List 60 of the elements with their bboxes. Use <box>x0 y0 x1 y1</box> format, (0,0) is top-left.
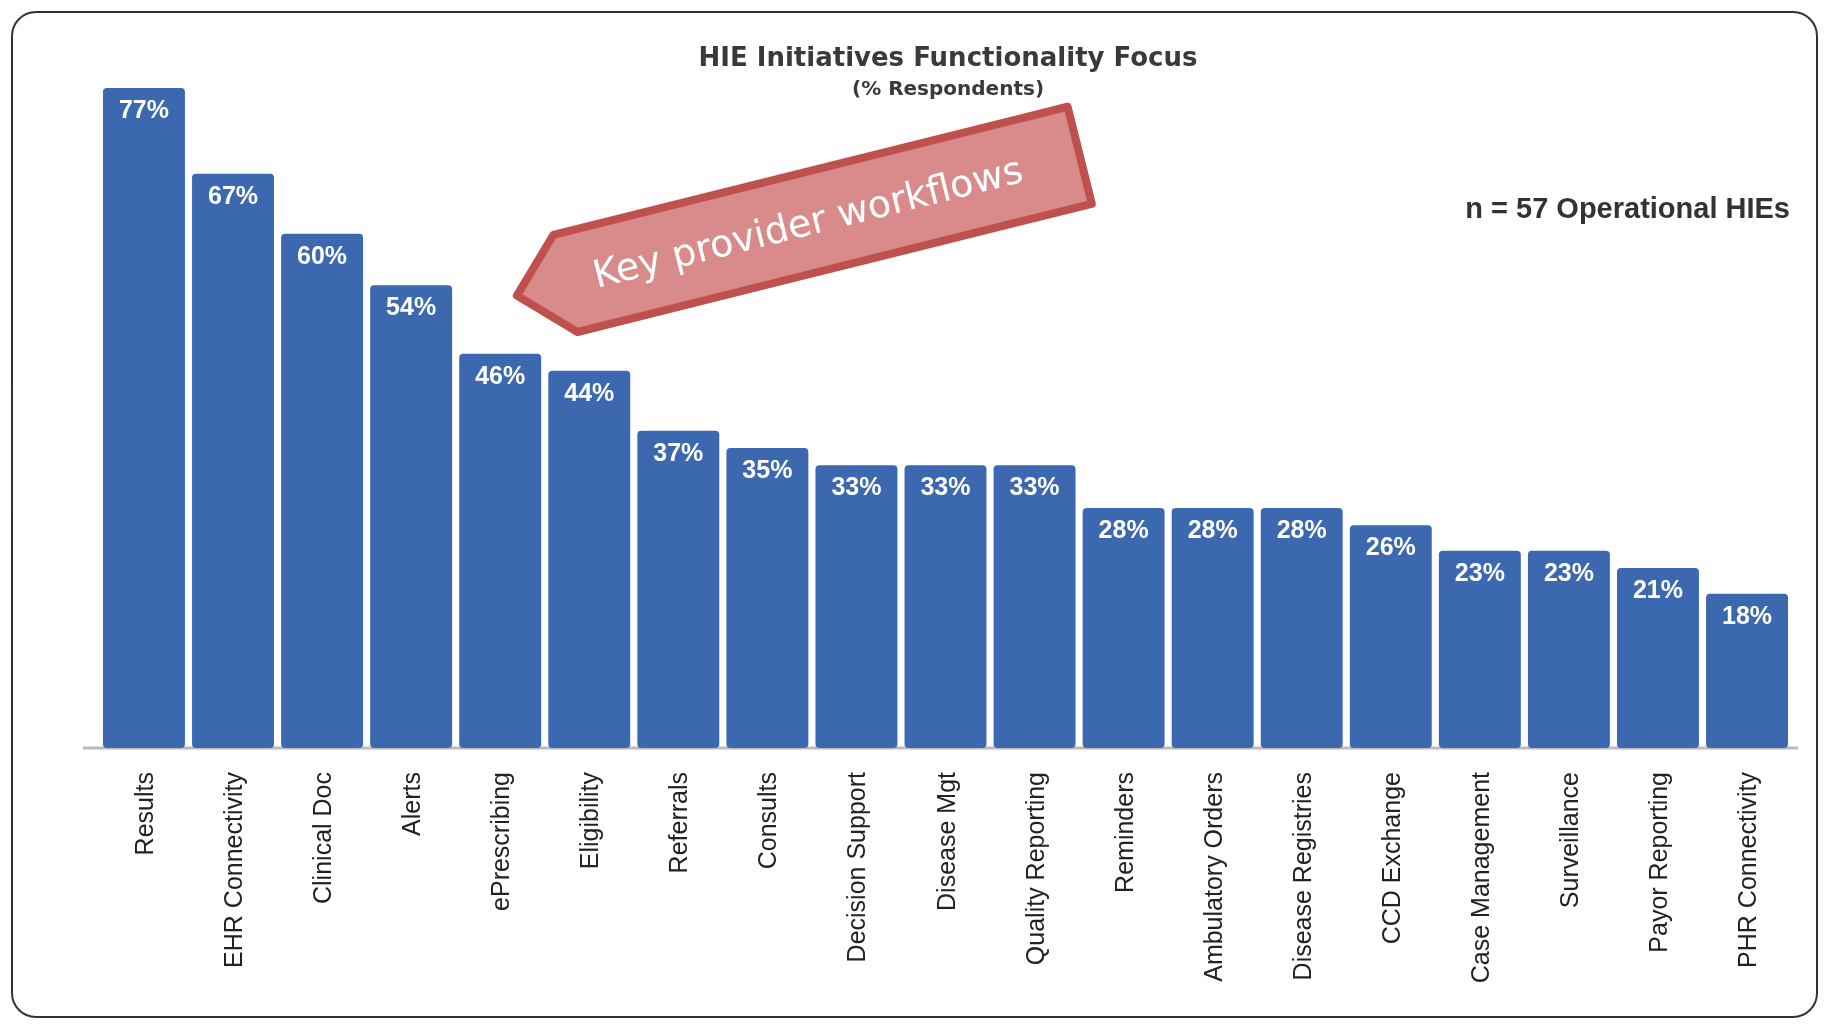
bar <box>1349 525 1432 748</box>
bar <box>904 465 987 748</box>
x-tick-label: Surveillance <box>1554 772 1583 909</box>
x-tick-label: CCD Exchange <box>1376 772 1405 945</box>
x-tick-label: Case Management <box>1465 771 1494 984</box>
bar <box>726 448 809 748</box>
bar <box>1260 508 1343 748</box>
x-tick-label: Consults <box>753 772 782 870</box>
x-tick-label: Alerts <box>397 772 426 836</box>
bar <box>1617 568 1699 748</box>
x-tick-label: Eligibility <box>575 771 604 870</box>
data-label: 26% <box>1365 532 1416 561</box>
data-label: 60% <box>297 240 348 269</box>
x-tick-label: EHR Connectivity <box>219 771 248 968</box>
x-tick-label: Referrals <box>664 772 693 874</box>
x-tick-label: PHR Connectivity <box>1733 771 1762 968</box>
bar <box>281 233 364 748</box>
data-label: 28% <box>1098 515 1149 543</box>
bar <box>1706 593 1788 748</box>
x-tick-label: Results <box>129 772 158 856</box>
x-tick-label: ePrescribing <box>486 772 515 911</box>
bar <box>370 285 453 748</box>
x-tick-label: Ambulatory Orders <box>1198 772 1227 982</box>
data-label: 33% <box>1009 472 1060 501</box>
bar <box>459 353 542 748</box>
data-label: 28% <box>1276 515 1327 543</box>
bar <box>815 465 898 748</box>
data-label: 28% <box>1187 515 1238 543</box>
x-tick-label: Clinical Doc <box>308 772 337 904</box>
bar <box>1438 550 1521 748</box>
data-label: 44% <box>564 377 615 406</box>
data-label: 21% <box>1632 575 1683 603</box>
bar <box>1171 508 1254 748</box>
bar <box>993 465 1076 748</box>
bar <box>192 173 274 748</box>
bar <box>103 88 185 748</box>
data-label: 77% <box>118 95 169 123</box>
x-tick-label: Disease Mgt <box>931 771 960 911</box>
data-label: 35% <box>742 455 793 483</box>
bar <box>637 430 720 748</box>
data-label: 23% <box>1543 557 1594 586</box>
bar <box>548 370 631 748</box>
chart-subtitle: (% Respondents) <box>851 76 1045 100</box>
annotation: n = 57 Operational HIEs <box>1465 192 1790 224</box>
x-tick-label: Payor Reporting <box>1643 772 1672 953</box>
x-tick-label: Decision Support <box>842 771 871 963</box>
data-label: 67% <box>208 180 259 209</box>
chart-title: HIE Initiatives Functionality Focus <box>698 42 1198 72</box>
data-label: 23% <box>1454 557 1505 586</box>
data-label: 37% <box>653 437 704 466</box>
x-tick-label: Quality Reporting <box>1020 772 1049 966</box>
data-label: 33% <box>920 472 971 501</box>
bar <box>1082 508 1165 748</box>
x-tick-label: Disease Registries <box>1287 772 1316 981</box>
x-tick-label: Reminders <box>1109 772 1138 893</box>
data-label: 54% <box>386 292 437 321</box>
data-label: 18% <box>1722 600 1773 629</box>
bar <box>1527 550 1610 748</box>
data-label: 46% <box>475 360 526 389</box>
data-label: 33% <box>831 472 882 501</box>
